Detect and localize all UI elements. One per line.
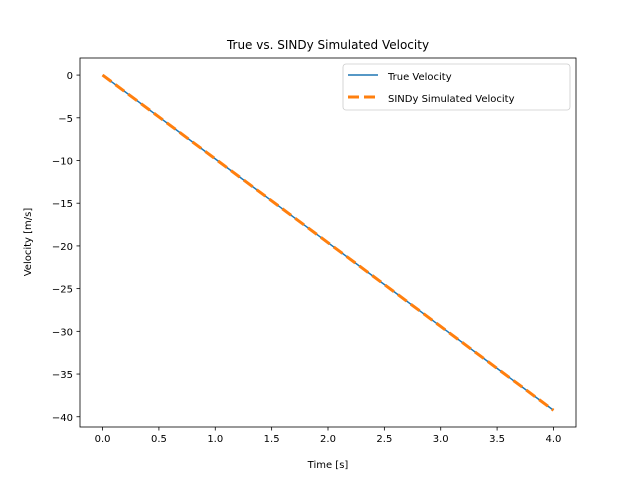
series-line-sindy-velocity	[101, 73, 555, 412]
y-axis-label: Velocity [m/s]	[23, 208, 34, 277]
x-tick-label: 0.0	[95, 434, 111, 445]
legend: True Velocity SINDy Simulated Velocity	[342, 63, 571, 111]
y-tick-label: −20	[52, 242, 73, 253]
y-tick-label: −40	[52, 413, 73, 424]
y-tick-label: −25	[52, 285, 73, 296]
y-tick-label: −30	[52, 327, 73, 338]
y-axis: 0 −5 −10 −15 −20 −25 −30 −35 −40	[52, 71, 80, 424]
legend-label-true-velocity: True Velocity	[387, 72, 452, 83]
x-tick-label: 4.0	[546, 434, 562, 445]
chart-title: True vs. SINDy Simulated Velocity	[226, 38, 429, 52]
x-tick-label: 2.0	[320, 434, 336, 445]
x-tick-label: 3.5	[489, 434, 505, 445]
y-tick-label: −10	[52, 157, 73, 168]
x-tick-label: 0.5	[151, 434, 167, 445]
x-axis-label: Time [s]	[307, 460, 349, 471]
y-tick-label: 0	[67, 71, 73, 82]
x-axis: 0.0 0.5 1.0 1.5 2.0 2.5 3.0 3.5 4.0	[95, 427, 562, 445]
y-tick-label: −15	[52, 199, 73, 210]
y-tick-label: −5	[58, 114, 73, 125]
legend-box	[342, 63, 571, 111]
y-tick-label: −35	[52, 370, 73, 381]
x-tick-label: 3.0	[433, 434, 449, 445]
x-tick-label: 1.5	[264, 434, 280, 445]
legend-label-sindy-velocity: SINDy Simulated Velocity	[388, 94, 515, 105]
x-tick-label: 1.0	[207, 434, 223, 445]
x-tick-label: 2.5	[376, 434, 392, 445]
plot-layer	[101, 73, 555, 412]
